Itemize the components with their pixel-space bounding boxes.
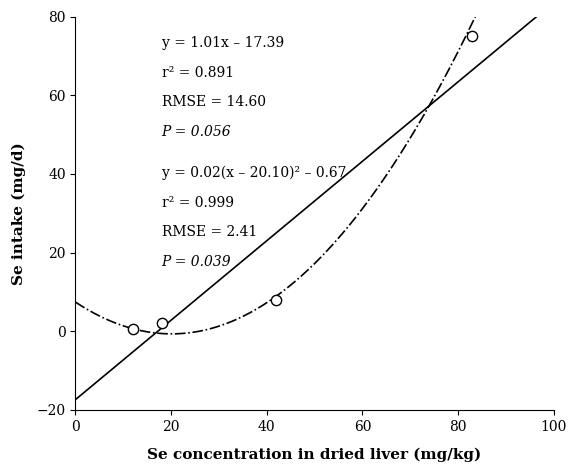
Text: r² = 0.891: r² = 0.891 xyxy=(161,66,234,80)
Y-axis label: Se intake (mg/d): Se intake (mg/d) xyxy=(11,142,25,285)
Point xyxy=(157,320,166,327)
X-axis label: Se concentration in dried liver (mg/kg): Se concentration in dried liver (mg/kg) xyxy=(147,447,481,462)
Text: y = 0.02(x – 20.10)² – 0.67: y = 0.02(x – 20.10)² – 0.67 xyxy=(161,166,346,180)
Point xyxy=(128,325,138,333)
Text: r² = 0.999: r² = 0.999 xyxy=(161,195,234,210)
Text: RMSE = 2.41: RMSE = 2.41 xyxy=(161,225,257,239)
Point xyxy=(468,33,477,40)
Point xyxy=(272,296,281,304)
Text: RMSE = 14.60: RMSE = 14.60 xyxy=(161,95,265,109)
Text: P = 0.039: P = 0.039 xyxy=(161,254,231,269)
Text: y = 1.01x – 17.39: y = 1.01x – 17.39 xyxy=(161,36,284,50)
Text: P = 0.056: P = 0.056 xyxy=(161,125,231,139)
